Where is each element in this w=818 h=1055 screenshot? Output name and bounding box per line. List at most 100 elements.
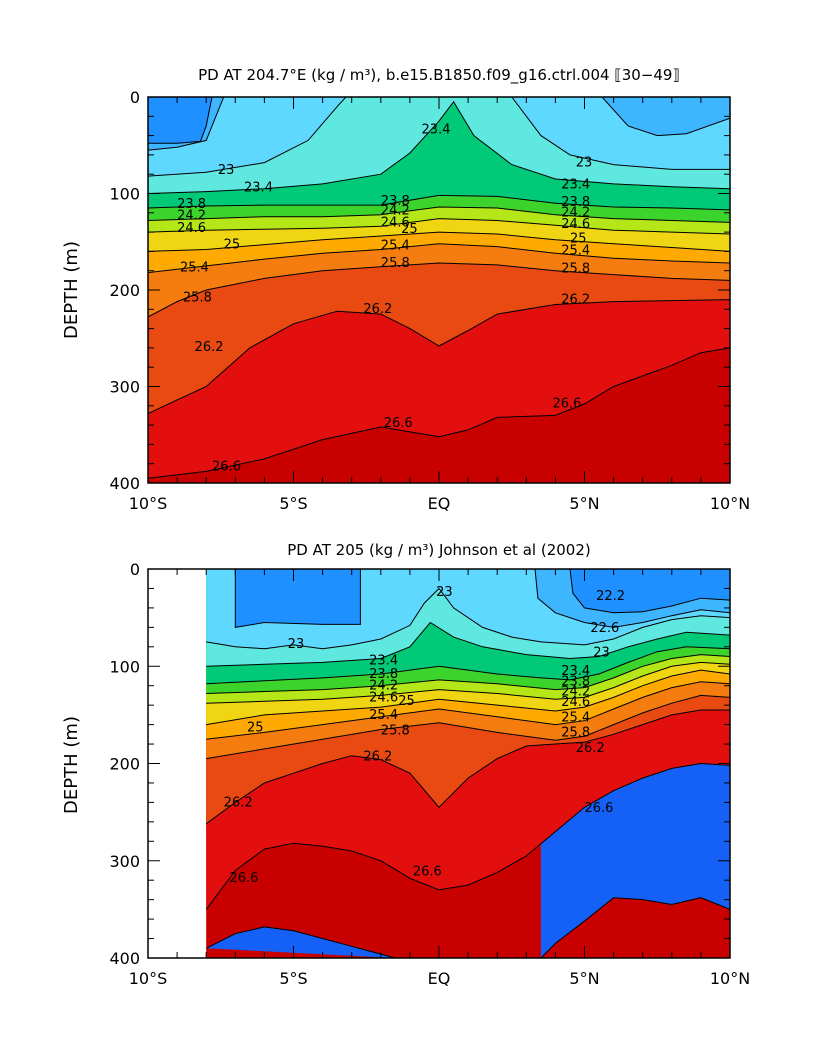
contour-line [206,661,730,704]
contour-label: 23 [576,155,593,170]
contour-line [206,646,730,685]
contour-label: 26.2 [363,750,392,765]
x-tick-label: 5°N [569,494,599,513]
contour-label: 24.2 [369,679,398,694]
contour-line [206,694,730,760]
contour-label: 23.8 [177,197,206,212]
y-tick-label: 300 [109,852,140,871]
y-tick-label: 400 [109,474,140,493]
contour-label: 25.8 [381,256,410,271]
contour-label: 24.6 [561,217,590,232]
contour-line [148,194,730,211]
contour-label: 25 [224,238,241,253]
x-tick-label: EQ [428,969,451,988]
contour-line [148,97,730,144]
contour-label: 24.2 [381,204,410,219]
contour-label: 25 [398,694,415,709]
contour-label: 23.8 [381,194,410,209]
contour-label: 24.6 [561,695,590,710]
y-tick-label: 200 [109,755,140,774]
contour-line [205,926,396,958]
y-tick-label: 300 [109,378,140,397]
contour-label: 24.2 [561,684,590,699]
contour-line [148,218,730,235]
contour-line [148,347,730,479]
contour-label: 23 [593,646,610,661]
contour-label: 25.8 [561,262,590,277]
contour-label: 23 [288,637,305,652]
contour-label: 26.2 [224,795,253,810]
contour-label: 25 [401,222,418,237]
contour-label: 23 [436,585,453,600]
contour-line [148,97,730,177]
contour-line [540,897,730,958]
x-tick-label: 5°S [279,969,307,988]
contour-line [148,100,730,194]
contour-label: 26.6 [413,864,442,879]
y-axis-label: DEPTH (m) [61,716,82,814]
contour-fill-layer [206,569,730,958]
y-tick-label: 100 [109,657,140,676]
y-tick-label: 200 [109,281,140,300]
chart-title: PD AT 205 (kg / m³) Johnson et al (2002) [287,541,590,559]
contour-line [206,669,730,726]
contour-band [569,569,730,613]
contour-label: 23.8 [561,675,590,690]
contour-line [148,299,730,414]
x-tick-label: 10°N [710,494,750,513]
contour-line [234,569,361,628]
contour-label: 23 [218,163,235,178]
x-tick-label: 5°S [279,494,307,513]
chart-title: PD AT 204.7°E (kg / m³), b.e15.B1850.f09… [198,66,680,85]
contour-label: 26.6 [384,416,413,431]
x-tick-label: 10°S [129,969,168,988]
contour-line [148,231,730,252]
contour-label: 25.8 [183,291,212,306]
contour-label: 24.2 [177,209,206,224]
contour-fill-layer [148,97,730,483]
y-tick-label: 400 [109,949,140,968]
contour-line-layer [148,97,730,479]
contour-label: 26.6 [552,397,581,412]
contour-label: 26.2 [195,340,224,355]
contour-label: 24.6 [369,690,398,705]
contour-label: 25.4 [369,708,398,723]
contour-label: 25.8 [561,725,590,740]
x-tick-label: 10°N [710,969,750,988]
chart-panel-observations: PD AT 205 (kg / m³) Johnson et al (2002)… [61,541,750,988]
contour-label: 26.6 [229,871,258,886]
contour-line-layer [205,569,730,958]
contour-label: 23.4 [244,181,273,196]
contour-label: 26.6 [212,459,241,474]
contour-label: 25 [570,232,587,247]
contour-line [569,569,730,614]
contour-label: 25.4 [381,238,410,253]
contour-line [148,97,730,151]
contour-label: 26.6 [585,801,614,816]
contour-label: 24.6 [177,221,206,236]
x-tick-label: EQ [428,494,451,513]
contour-line [206,621,730,667]
contour-line [534,569,730,628]
contour-label: 22.2 [596,589,625,604]
contour-line [206,587,730,650]
contour-band-pocket [235,569,361,628]
contour-line [148,243,730,274]
axis-ticks: 10°S 5°S EQ 5°N 10°N 0 100 200 300 400 [109,88,750,513]
contour-label: 23.4 [561,664,590,679]
contour-line [206,654,730,694]
contour-label: 23.4 [369,653,398,668]
contour-label: 26.2 [576,741,605,756]
contour-line [205,762,730,910]
contour-line [148,206,730,223]
contour-label: 22.6 [590,621,619,636]
contour-label: 25.4 [561,711,590,726]
x-tick-label: 5°N [569,969,599,988]
y-axis-label: DEPTH (m) [61,241,82,339]
contour-label: 26.2 [363,302,392,317]
contour-label: 25 [247,720,264,735]
contour-label: 23.8 [561,195,590,210]
y-tick-label: 0 [130,560,140,579]
contour-label: 24.2 [561,206,590,221]
